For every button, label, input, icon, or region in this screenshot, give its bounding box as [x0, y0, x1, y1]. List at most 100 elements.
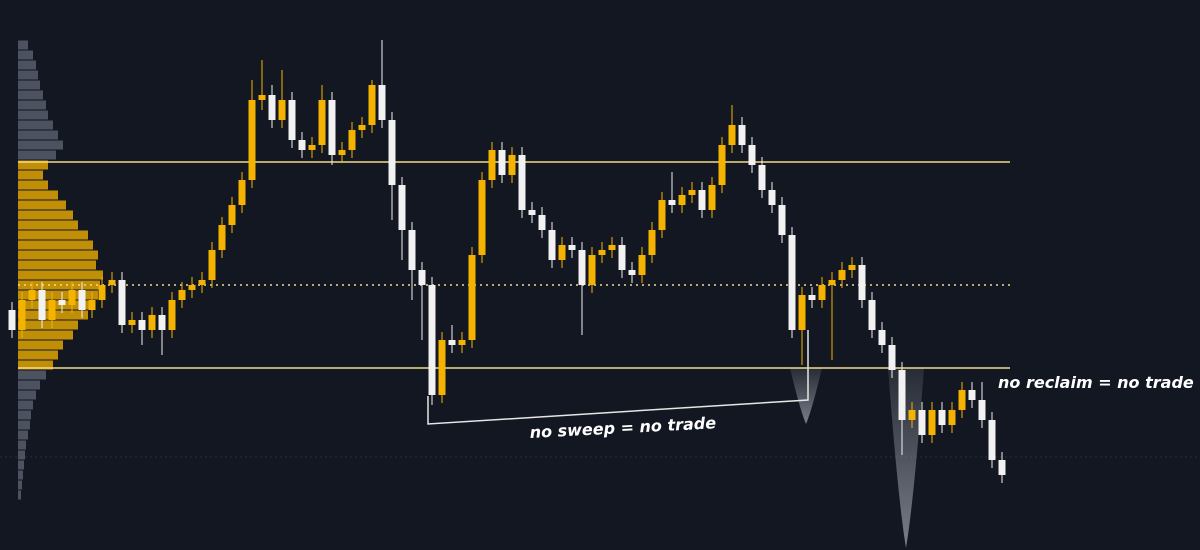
profile-bar — [18, 90, 43, 100]
volume-profile — [18, 40, 103, 500]
candle-body — [328, 100, 336, 155]
candle-body — [518, 155, 526, 210]
candle-body — [148, 315, 156, 330]
candle-body — [808, 295, 816, 300]
profile-bar — [18, 220, 78, 230]
candle-body — [578, 250, 586, 285]
candle-body — [858, 265, 866, 300]
profile-bar — [18, 260, 96, 270]
candle-body — [488, 150, 496, 180]
profile-bar — [18, 230, 88, 240]
profile-bar — [18, 370, 46, 380]
candle-body — [368, 85, 376, 125]
candle-body — [68, 290, 76, 305]
profile-bar — [18, 340, 63, 350]
profile-bar — [18, 440, 26, 450]
profile-bar — [18, 160, 48, 170]
candle-body — [98, 285, 106, 300]
candle-body — [618, 245, 626, 270]
profile-bar — [18, 380, 40, 390]
candle-body — [688, 190, 696, 195]
profile-bar — [18, 390, 36, 400]
candle-body — [388, 120, 396, 185]
candle-body — [868, 300, 876, 330]
candle-body — [638, 255, 646, 275]
candle-body — [668, 200, 676, 205]
profile-bar — [18, 330, 73, 340]
candle-body — [648, 230, 656, 255]
candle-body — [458, 340, 466, 345]
candle-body — [168, 300, 176, 330]
profile-bar — [18, 280, 100, 290]
candle-body — [248, 100, 256, 180]
profile-bar — [18, 140, 63, 150]
candle-body — [818, 285, 826, 300]
profile-bar — [18, 460, 24, 470]
profile-bar — [18, 240, 93, 250]
candle-body — [778, 205, 786, 235]
sweep-bracket — [427, 330, 809, 425]
profile-bar — [18, 420, 30, 430]
candle-body — [198, 280, 206, 285]
profile-bar — [18, 430, 28, 440]
candle-body — [138, 320, 146, 330]
candle-body — [118, 280, 126, 325]
profile-bar — [18, 290, 98, 300]
candle-body — [258, 95, 266, 100]
candle-body — [848, 265, 856, 270]
profile-bar — [18, 250, 98, 260]
candle-body — [838, 270, 846, 280]
candle-body — [538, 215, 546, 230]
candle-body — [318, 100, 326, 145]
candle-body — [948, 410, 956, 425]
candle-body — [828, 280, 836, 285]
candle-body — [48, 300, 56, 320]
candle-body — [738, 125, 746, 145]
candle-body — [338, 150, 346, 155]
candle-body — [448, 340, 456, 345]
candle-body — [718, 145, 726, 185]
candle-body — [218, 225, 226, 250]
candle-body — [418, 270, 426, 285]
candle-body — [968, 390, 976, 400]
candle-body — [628, 270, 636, 275]
profile-bar — [18, 180, 48, 190]
candle-body — [378, 85, 386, 120]
candle-body — [568, 245, 576, 250]
candle-body — [678, 195, 686, 205]
candle-body — [698, 190, 706, 210]
candle-body — [728, 125, 736, 145]
profile-bar — [18, 350, 58, 360]
profile-bar — [18, 360, 53, 370]
candle-body — [268, 95, 276, 120]
profile-bar — [18, 270, 103, 280]
candle-body — [548, 230, 556, 260]
profile-bar — [18, 50, 33, 60]
profile-bar — [18, 100, 46, 110]
candle-body — [788, 235, 796, 330]
candle-body — [228, 205, 236, 225]
profile-bar — [18, 400, 33, 410]
candle-body — [878, 330, 886, 345]
candle-body — [498, 150, 506, 175]
annotation: no sweep = no trade — [529, 413, 716, 442]
profile-bar — [18, 60, 36, 70]
candle-body — [798, 295, 806, 330]
candle-body — [558, 245, 566, 260]
candle-body — [308, 145, 316, 150]
candle-body — [608, 245, 616, 250]
candle-body — [888, 345, 896, 370]
candle-body — [288, 100, 296, 140]
candle-body — [78, 290, 86, 310]
profile-bar — [18, 130, 58, 140]
candle-body — [708, 185, 716, 210]
candle-body — [508, 155, 516, 175]
profile-bar — [18, 210, 73, 220]
candle-body — [588, 255, 596, 285]
candle-body — [88, 300, 96, 310]
candle-body — [598, 250, 606, 255]
profile-bar — [18, 480, 22, 490]
candle-body — [938, 410, 946, 425]
candle-body — [478, 180, 486, 255]
